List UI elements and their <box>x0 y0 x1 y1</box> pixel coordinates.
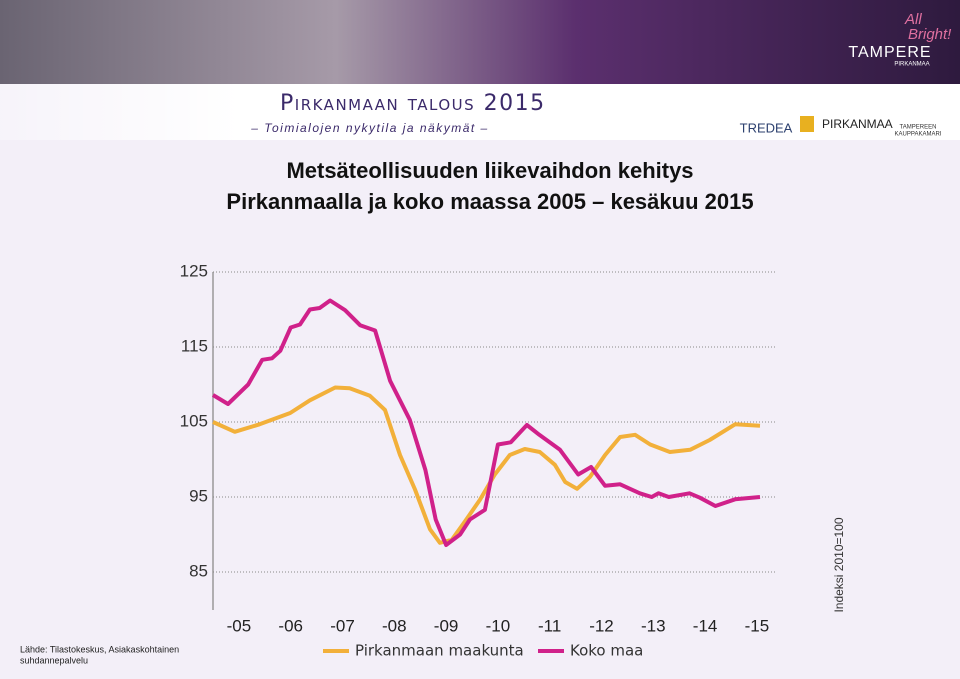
x-tick-label: -06 <box>278 616 303 635</box>
line <box>211 298 761 547</box>
logo: PIRKANMAA <box>822 117 893 131</box>
header-title: Pirkanmaan talous 2015 <box>280 91 546 116</box>
y-tick-label: 125 <box>180 261 208 280</box>
y-tick-label: 105 <box>180 411 208 430</box>
logo-shield <box>800 116 814 132</box>
x-tick-label: -13 <box>641 616 666 635</box>
x-tick-label: -11 <box>538 616 561 635</box>
x-tick-label: -08 <box>382 616 407 635</box>
y-tick-label: 95 <box>189 486 208 505</box>
logo: TAMPEREEN <box>900 125 937 131</box>
header-subtitle: – Toimialojen nykytila ja näkymät – <box>250 121 488 135</box>
y-axis-label: Indeksi 2010=100 <box>832 517 846 612</box>
legend-label: Koko maa <box>570 642 643 660</box>
y-tick-label: 85 <box>189 561 208 580</box>
source: Lähde: Tilastokeskus, Asiakaskohtainen <box>20 644 179 654</box>
x-tick-label: -14 <box>693 616 718 635</box>
x-tick-label: -12 <box>589 616 614 635</box>
logo: TREDEA <box>740 120 793 135</box>
chart-title: Pirkanmaalla ja koko maassa 2005 – kesäk… <box>226 189 753 214</box>
x-tick-label: -07 <box>330 616 355 635</box>
logo: KAUPPAKAMARI <box>895 132 942 138</box>
x-tick-label: -15 <box>745 616 770 635</box>
logo: PIRKANMAA <box>894 62 929 68</box>
x-tick-label: -09 <box>434 616 459 635</box>
source: suhdannepalvelu <box>20 655 88 665</box>
chart-title: Metsäteollisuuden liikevaihdon kehitys <box>286 158 693 183</box>
logo: TAMPERE <box>848 44 931 61</box>
logo: All <box>904 11 922 28</box>
y-tick-label: 115 <box>181 336 208 355</box>
x-tick-label: -10 <box>486 616 511 635</box>
logo: Bright! <box>908 26 952 43</box>
header-photo <box>0 0 960 84</box>
line <box>212 385 761 545</box>
x-tick-label: -05 <box>227 616 252 635</box>
legend-label: Pirkanmaan maakunta <box>355 642 524 660</box>
